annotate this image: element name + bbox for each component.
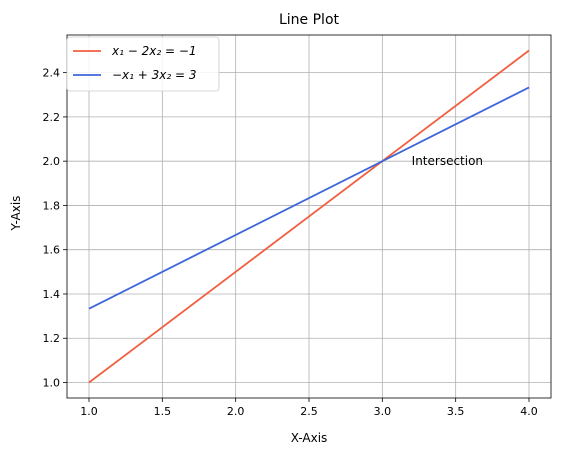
x-tick-label: 3.5 bbox=[447, 405, 465, 418]
y-axis-label: Y-Axis bbox=[9, 196, 23, 232]
y-tick-label: 1.8 bbox=[43, 199, 61, 212]
legend-label-series-1: x₁ − 2x₂ = −1 bbox=[111, 44, 197, 58]
legend-label-series-2: −x₁ + 3x₂ = 3 bbox=[112, 68, 197, 82]
y-tick-label: 2.0 bbox=[43, 155, 61, 168]
legend-box bbox=[66, 36, 220, 92]
annotations: Intersection bbox=[412, 154, 483, 168]
x-tick-label: 2.5 bbox=[300, 405, 318, 418]
series-line-1 bbox=[88, 49, 530, 384]
y-tick-label: 2.4 bbox=[43, 67, 61, 80]
y-tick-label: 1.0 bbox=[43, 377, 61, 390]
x-tick-label: 4.0 bbox=[520, 405, 538, 418]
x-tick-label: 1.0 bbox=[80, 405, 98, 418]
series-line-2 bbox=[88, 86, 530, 310]
y-tick-label: 1.2 bbox=[43, 332, 61, 345]
series-lines bbox=[88, 49, 530, 384]
x-tick-label: 3.0 bbox=[374, 405, 392, 418]
annotation-intersection: Intersection bbox=[412, 154, 483, 168]
y-tick-label: 2.2 bbox=[43, 111, 61, 124]
ticks: 1.0 1.5 2.0 2.5 3.0 3.5 4.0 1.0 1.2 1.4 1.6 1.8 2.0 2… bbox=[43, 67, 538, 418]
chart-title: Line Plot bbox=[279, 12, 340, 28]
x-tick-label: 2.0 bbox=[227, 405, 245, 418]
x-axis-label: X-Axis bbox=[291, 431, 328, 445]
y-tick-label: 1.4 bbox=[43, 288, 61, 301]
y-tick-label: 1.6 bbox=[43, 244, 61, 257]
x-tick-label: 1.5 bbox=[154, 405, 172, 418]
legend: x₁ − 2x₂ = −1 −x₁ + 3x₂ = 3 bbox=[66, 36, 220, 92]
